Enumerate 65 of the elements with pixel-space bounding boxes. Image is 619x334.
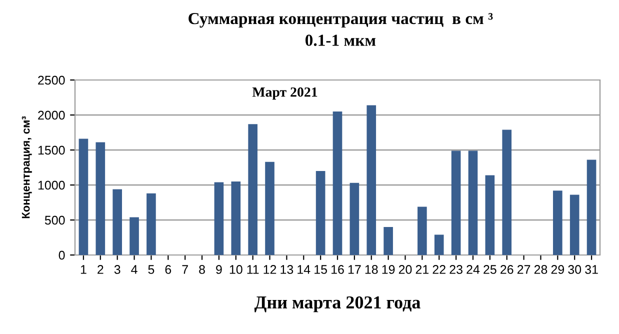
x-tick-label: 18	[365, 265, 378, 274]
x-tick-label: 23	[450, 265, 462, 274]
bar	[231, 182, 241, 255]
chart-subtitle: 0.1-1 мкм	[305, 34, 376, 46]
x-tick-label: 27	[517, 265, 530, 274]
bar	[570, 194, 580, 255]
x-tick-label: 12	[264, 265, 276, 274]
y-axis-title: Концентрация, см³	[22, 116, 32, 218]
bar	[502, 130, 512, 255]
x-tick-label: 25	[484, 265, 496, 274]
x-tick-label: 29	[551, 265, 564, 274]
x-tick-label: 7	[182, 265, 188, 274]
y-tick-label: 1500	[38, 146, 65, 155]
x-tick-label: 31	[585, 265, 598, 274]
y-tick-label: 0	[58, 250, 65, 260]
x-tick-label: 4	[131, 265, 138, 274]
x-tick-label: 10	[230, 265, 242, 274]
bar	[418, 206, 427, 255]
bar	[316, 171, 326, 255]
y-tick-label: 1000	[38, 180, 65, 190]
x-tick-label: 1	[80, 265, 86, 274]
bar	[332, 112, 342, 255]
x-tick-label: 15	[314, 265, 327, 274]
x-tick-label: 8	[199, 265, 205, 274]
annotation: Март 2021	[252, 87, 318, 100]
bar	[214, 182, 224, 255]
bar	[586, 160, 596, 255]
bar	[553, 190, 562, 255]
bar	[130, 217, 139, 255]
x-tick-label: 24	[466, 265, 480, 274]
x-tick-label: 3	[114, 265, 120, 274]
bar	[112, 189, 122, 255]
x-tick-label: 16	[332, 265, 344, 274]
x-tick-label: 6	[165, 265, 172, 274]
x-tick-label: 22	[432, 265, 446, 274]
y-tick-label: 500	[44, 216, 65, 225]
x-tick-label: 30	[568, 265, 582, 274]
bar	[78, 138, 88, 255]
x-axis-title: Дни марта 2021 года	[254, 296, 420, 312]
bar	[350, 182, 360, 255]
bar	[451, 150, 461, 255]
y-tick-label: 2000	[38, 110, 65, 120]
x-tick-label: 26	[500, 265, 514, 274]
bar	[384, 227, 393, 255]
bar	[248, 124, 258, 255]
y-tick-label: 2500	[38, 76, 65, 85]
x-tick-label: 21	[416, 265, 429, 274]
x-tick-label: 9	[216, 265, 222, 274]
x-tick-label: 17	[348, 265, 361, 274]
bar	[146, 193, 156, 255]
bar	[468, 150, 478, 255]
bar	[366, 105, 376, 255]
x-tick-label: 28	[534, 265, 548, 274]
bar	[434, 234, 444, 255]
bar	[265, 162, 274, 255]
bar	[96, 142, 106, 255]
bar	[485, 175, 495, 255]
x-tick-label: 19	[382, 265, 395, 274]
x-tick-label: 14	[298, 265, 310, 274]
x-tick-label: 5	[148, 265, 154, 274]
x-tick-label: 13	[280, 265, 294, 274]
x-tick-label: 20	[398, 265, 412, 274]
x-tick-label: 11	[247, 265, 259, 274]
x-tick-label: 2	[98, 265, 104, 274]
chart-title: Суммарная концентрация частиц в см ³	[188, 12, 493, 28]
